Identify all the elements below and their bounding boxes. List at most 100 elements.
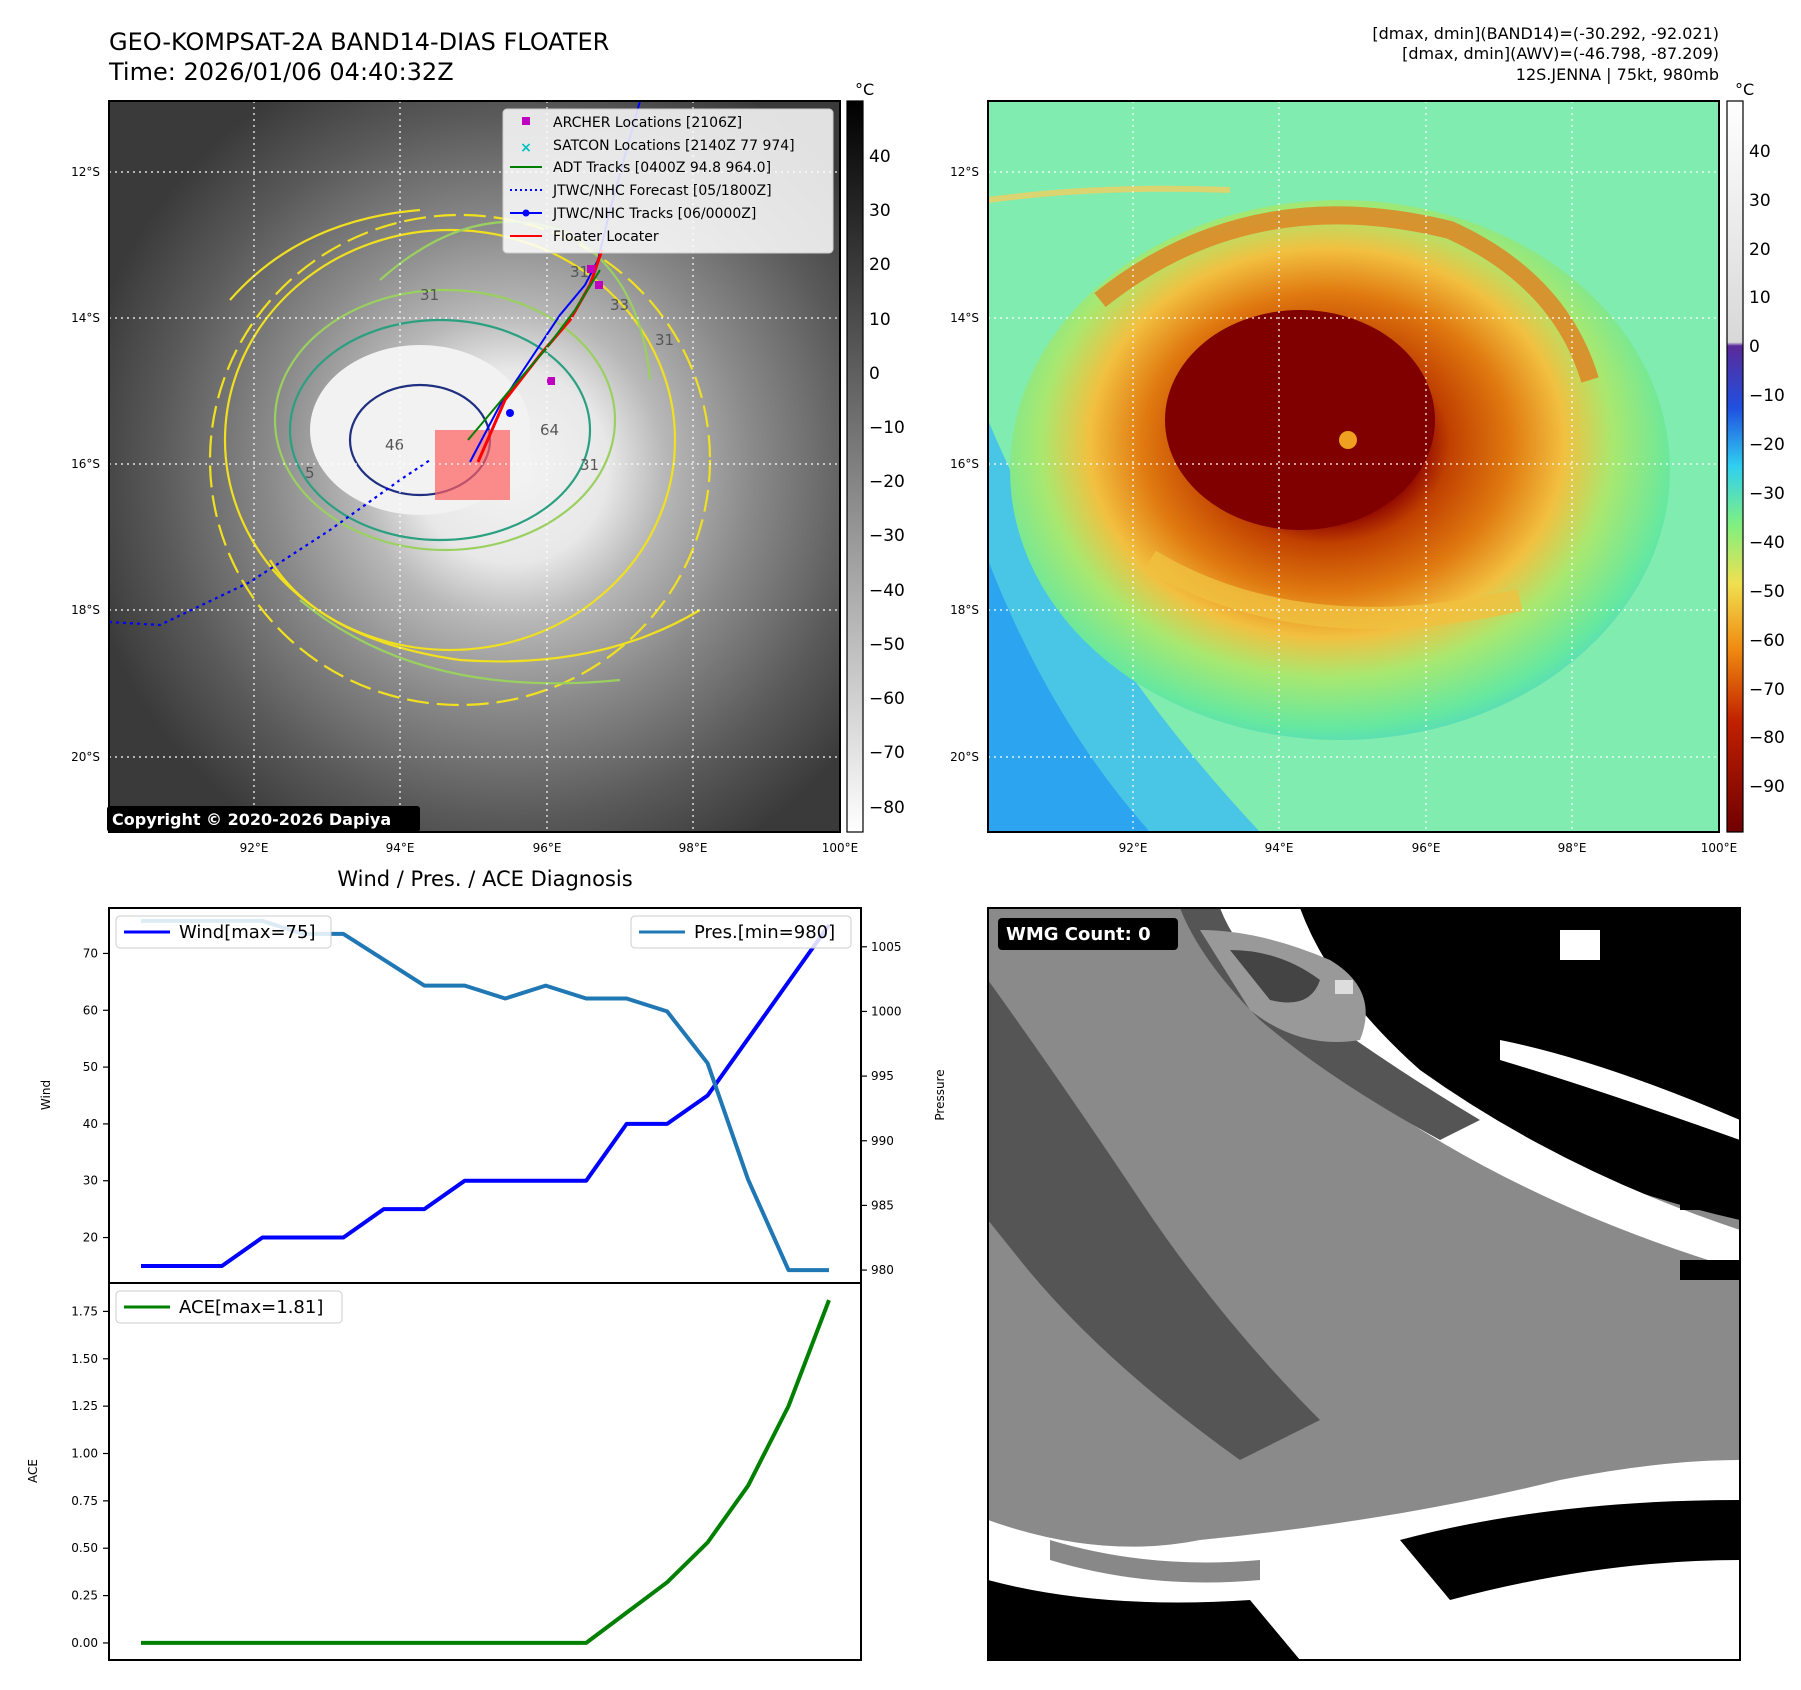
- y-tick-label: 1.00: [71, 1447, 98, 1461]
- series-line-pres.: [141, 918, 829, 1273]
- lat-label-right: 16°S: [950, 457, 979, 471]
- gray-cb-tick: −80: [869, 798, 905, 818]
- lon-label-left: 94°E: [386, 841, 415, 855]
- wind-pressure-axes: 20 30 40 50 60 70 980 985 990 995 1000 1005: [83, 918, 902, 1277]
- lon-label-right: 100°E: [1701, 841, 1738, 855]
- y-tick-label: 1.50: [71, 1352, 98, 1366]
- lat-label-left: 20°S: [71, 750, 100, 764]
- color-cb-tick: −50: [1749, 582, 1785, 602]
- legend-archer: ARCHER Locations [2106Z]: [553, 115, 742, 131]
- storm-info: 12S.JENNA | 75kt, 980mb: [1516, 65, 1719, 84]
- right-map-frame: [987, 100, 1720, 833]
- legend-adt: ADT Tracks [0400Z 94.8 964.0]: [553, 160, 771, 176]
- wind-legend-label: Wind[max=75]: [179, 922, 316, 943]
- track-legend: × ARCHER Locations [2106Z] SATCON Locati…: [502, 108, 834, 254]
- color-cb-tick: 20: [1749, 240, 1771, 260]
- y-tick-label: 20: [83, 1231, 98, 1245]
- y-tick-label: 1.75: [71, 1304, 98, 1318]
- y-tick-label: 40: [83, 1117, 98, 1131]
- lat-label-right: 12°S: [950, 165, 979, 179]
- pressure-legend-label: Pres.[min=980]: [694, 922, 835, 943]
- wmg-count-box: [998, 918, 1178, 950]
- diag-title: Wind / Pres. / ACE Diagnosis: [337, 867, 632, 891]
- contour-label: 5: [305, 464, 315, 482]
- y-tick-label: 985: [871, 1198, 894, 1212]
- wmg-count: WMG Count: 0: [1006, 924, 1151, 945]
- y-tick-label: 60: [83, 1003, 98, 1017]
- y-tick-label: 0.25: [71, 1589, 98, 1603]
- y-tick-label: 30: [83, 1174, 98, 1188]
- ace-legend: ACE[max=1.81]: [115, 1290, 343, 1324]
- wmg-panel: [988, 908, 1740, 1660]
- legend-satcon: SATCON Locations [2140Z 77 974]: [553, 138, 795, 154]
- lon-label-left: 98°E: [679, 841, 708, 855]
- gray-cb-tick: −30: [869, 526, 905, 546]
- figure-title: GEO-KOMPSAT-2A BAND14-DIAS FLOATER: [109, 28, 609, 56]
- y-tick-label: 995: [871, 1069, 894, 1083]
- gray-cb-tick: −50: [869, 635, 905, 655]
- gray-cb-tick: −10: [869, 418, 905, 438]
- color-cb-tick: −70: [1749, 680, 1785, 700]
- lon-label-right: 98°E: [1558, 841, 1587, 855]
- legend-jtwc-tracks: JTWC/NHC Tracks [06/0000Z]: [552, 206, 756, 222]
- dmax-awv: [dmax, dmin](AWV)=(-46.798, -87.209): [1402, 44, 1719, 63]
- contour-label: 33: [610, 296, 629, 314]
- dmax-band14: [dmax, dmin](BAND14)=(-30.292, -92.021): [1372, 24, 1719, 43]
- y-tick-label: 1000: [871, 1004, 902, 1018]
- svg-text:×: ×: [520, 140, 532, 156]
- lat-label-right: 14°S: [950, 311, 979, 325]
- y-tick-label: 990: [871, 1134, 894, 1148]
- gray-cb-tick: −60: [869, 689, 905, 709]
- legend-jtwc-forecast: JTWC/NHC Forecast [05/1800Z]: [552, 183, 772, 199]
- series-line-wind: [141, 923, 831, 1268]
- ir-color-map: [988, 101, 1719, 832]
- lat-label-left: 16°S: [71, 457, 100, 471]
- pressure-legend: Pres.[min=980]: [630, 915, 852, 949]
- copyright-text: Copyright © 2020-2026 Dapiya: [112, 810, 391, 829]
- y-tick-label: 980: [871, 1263, 894, 1277]
- lat-label-left: 18°S: [71, 603, 100, 617]
- lon-label-right: 92°E: [1119, 841, 1148, 855]
- lat-label-left: 12°S: [71, 165, 100, 179]
- color-colorbar-unit: °C: [1735, 80, 1754, 99]
- y-tick-label: 0.75: [71, 1494, 98, 1508]
- y-tick-label: 1005: [871, 940, 902, 954]
- gray-cb-tick: −70: [869, 743, 905, 763]
- gray-colorbar-unit: °C: [855, 80, 874, 99]
- gray-cb-tick: −40: [869, 581, 905, 601]
- ace-ylabel: ACE: [26, 1459, 40, 1483]
- lat-label-right: 20°S: [950, 750, 979, 764]
- y-tick-label: 0.50: [71, 1541, 98, 1555]
- series-line-ace: [141, 1299, 831, 1645]
- color-cb-tick: −80: [1749, 728, 1785, 748]
- y-tick-label: 50: [83, 1060, 98, 1074]
- right-map-grid: [988, 101, 1719, 832]
- copyright-box: [107, 806, 420, 832]
- left-map-frame: [108, 100, 841, 833]
- contour-label: 46: [385, 436, 404, 454]
- wind-frame: [108, 907, 862, 1284]
- contour-label: 31: [420, 286, 439, 304]
- wmg-frame: [987, 907, 1741, 1661]
- color-cb-tick: −90: [1749, 777, 1785, 797]
- lat-label-left: 14°S: [71, 311, 100, 325]
- contour-label: 31: [580, 456, 599, 474]
- gray-cb-tick: 40: [869, 147, 891, 167]
- figure-time: Time: 2026/01/06 04:40:32Z: [108, 58, 454, 86]
- ace-axes: 0.00 0.25 0.50 0.75 1.00 1.25 1.50 1.75: [71, 1299, 831, 1650]
- color-cb-tick: 30: [1749, 191, 1771, 211]
- contour-label: 31: [655, 331, 674, 349]
- wind-legend: Wind[max=75]: [115, 915, 332, 949]
- color-cb-tick: −60: [1749, 631, 1785, 651]
- gray-cb-tick: 0: [869, 364, 880, 384]
- color-cb-tick: −20: [1749, 435, 1785, 455]
- y-tick-label: 70: [83, 946, 98, 960]
- gray-colorbar: [846, 100, 864, 833]
- y-tick-label: 0.00: [71, 1636, 98, 1650]
- gray-cb-tick: −20: [869, 472, 905, 492]
- color-cb-tick: −40: [1749, 533, 1785, 553]
- pressure-ylabel: Pressure: [933, 1069, 947, 1120]
- color-cb-tick: −30: [1749, 484, 1785, 504]
- lat-label-right: 18°S: [950, 603, 979, 617]
